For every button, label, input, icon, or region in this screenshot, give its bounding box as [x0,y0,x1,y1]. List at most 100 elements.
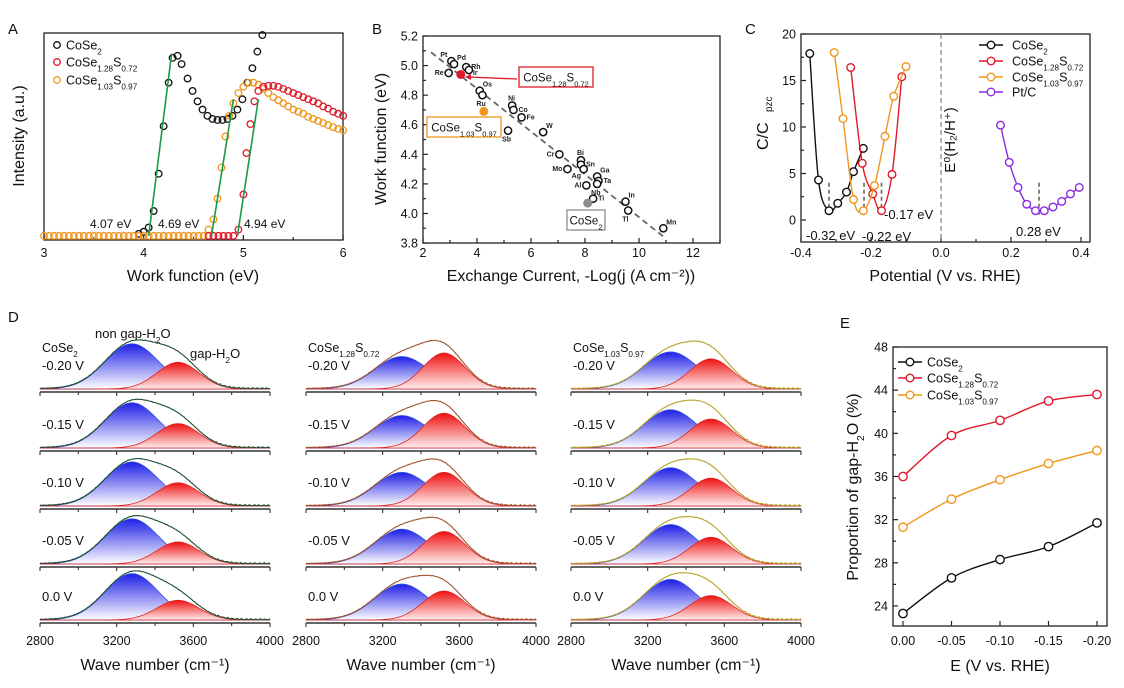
spectrum-2: -0.10 V [570,458,802,513]
data-point [233,105,242,114]
data-point [814,175,824,185]
x-axis-label: Wave number (cm⁻¹) [346,657,495,674]
data-point [249,78,258,87]
legend-label: CoSe2 [66,39,102,57]
spectrum-1: -0.15 V [570,399,802,455]
pointer-arrow [467,76,518,80]
data-point [198,105,207,114]
metal-point [538,127,548,137]
metal-label: Sb [502,137,511,144]
gap-water-peak [40,423,271,449]
series-2 [204,81,348,240]
x-tick-label: -0.10 [986,634,1015,648]
metal-point [555,149,564,159]
data-point [159,122,168,131]
spectrum-3: -0.05 V [39,514,271,571]
measured-spectrum [570,399,802,449]
y-tick-label: 10 [782,121,796,135]
legend-label: Pt/C [1012,86,1036,100]
metal-label: Ga [600,168,609,175]
legend-marker [986,87,996,97]
measured-spectrum [39,514,271,565]
data-point [339,126,348,135]
data-point [139,231,148,240]
onset-annotation: 4.07 eV [90,217,131,231]
data-point [168,53,177,62]
panel-b-volcano-scatter: 2 4 6 8 10 12 3.8 4.0 4.2 4.4 4.6 4.8 5.0 5.2 Exchange… [373,30,721,285]
x-tick-label: 2800 [292,634,320,648]
data-point [242,149,251,158]
data-point [329,123,338,132]
data-point [274,82,283,91]
data-point [219,231,228,240]
data-point [250,97,259,106]
x-tick-label: 2800 [26,634,54,648]
data-point [194,231,203,240]
series-line-0 [902,522,1098,615]
data-point [193,97,202,106]
data-point [199,231,208,240]
data-point [334,124,343,133]
onset-annotation: 4.94 eV [244,217,285,231]
data-point [124,231,133,240]
potential-label: -0.05 V [573,533,615,548]
potential-label: -0.10 V [42,475,84,490]
spectrum-4: 0.0 V [39,570,271,627]
ir-sample-2: CoSe1.03S0.97-0.20 V -0.15 V -0.10 V -0.05 … [557,340,815,674]
gap-water-peak [40,541,271,565]
data-point [164,231,173,240]
metal-label: Fe [527,114,535,121]
data-point [1043,541,1054,552]
y-tick-label: 5.2 [401,30,418,44]
metal-point [503,126,513,136]
y-tick-label: 15 [782,74,796,88]
spectrum-2: -0.10 V [305,458,537,513]
y-axis-label: Work function (eV) [373,73,390,205]
sample-label: CoSe1.28S0.72 [308,341,380,359]
metal-label: Re [435,70,444,77]
potential-label: 0.0 V [573,589,604,604]
x-tick-label: -0.20 [1083,634,1112,648]
y-tick-label: 36 [874,470,888,484]
data-point [299,93,308,102]
x-tick-label: 12 [686,246,700,260]
gap-water-peak [306,352,537,390]
onset-fit-line [236,99,260,236]
sample-label: CoSe1.03S0.97 [573,341,645,359]
data-point [995,415,1005,426]
data-point [289,105,298,114]
potential-label: -0.05 V [308,533,350,548]
legend-label: CoSe2 [1012,39,1048,57]
metal-label: Pt [440,52,448,59]
y-axis-label: Intensity (a.u.) [11,85,28,186]
series-line-1 [850,67,903,212]
potential-label: -0.20 V [308,358,350,373]
data-point [264,81,273,90]
y-axis-label: C/C [755,122,772,150]
data-point [898,522,908,533]
x-axis-label: Wave number (cm⁻¹) [80,657,229,674]
metal-point [464,65,474,75]
metal-point [444,68,453,78]
metal-label: Mn [666,219,676,226]
data-point [269,81,278,90]
gap-water-peak [306,412,537,449]
legend-label: CoSe1.28S0.72 [927,372,999,390]
y-tick-label: 44 [874,384,888,398]
panel-letter-a: A [8,21,18,38]
gap-water-peak [571,418,802,449]
data-point [183,74,192,83]
y-tick-label: 32 [874,513,888,527]
data-point [221,132,230,141]
measured-spectrum [305,399,537,449]
y-tick-label: 4.8 [401,89,418,103]
data-point [179,231,188,240]
data-point [224,231,233,240]
x-axis-label: E (V vs. RHE) [950,658,1050,675]
potential-label: -0.10 V [573,475,615,490]
measured-spectrum [39,457,271,507]
onset-annotation: 4.69 eV [158,217,199,231]
data-point [901,62,911,72]
y-axis-label-subscript: pzc [764,96,775,112]
